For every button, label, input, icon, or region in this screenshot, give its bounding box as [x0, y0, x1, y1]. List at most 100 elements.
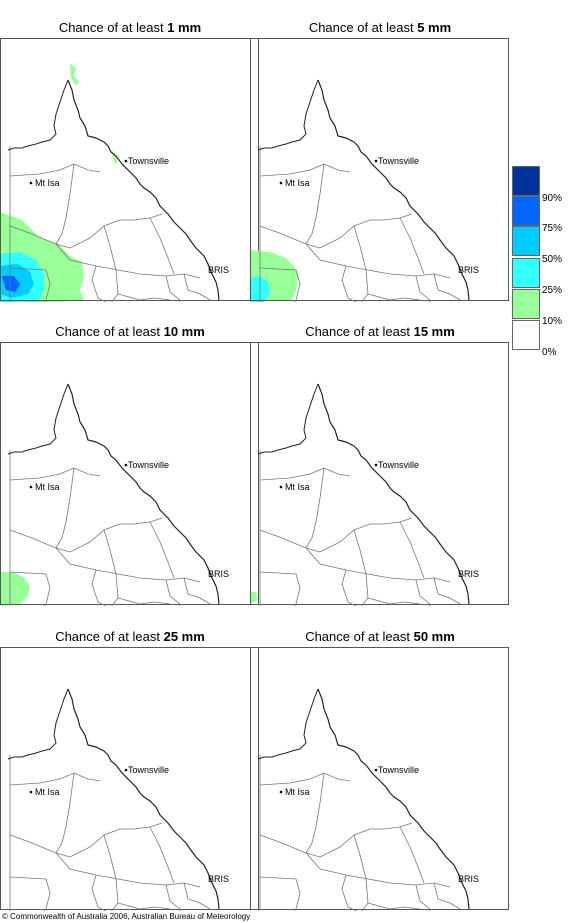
place-label-mt_isa: Mt Isa — [35, 178, 60, 188]
district-boundary — [55, 772, 75, 854]
coastline — [67, 383, 220, 605]
gulf-coastline — [257, 383, 319, 455]
legend-swatch-10 — [512, 289, 540, 319]
district-boundary — [91, 569, 119, 606]
place-label-brisbane: BRIS — [458, 569, 479, 579]
panel-title: Chance of at least 25 mm — [55, 629, 205, 644]
place-label-brisbane: BRIS — [208, 874, 229, 884]
district-boundary — [117, 293, 171, 301]
legend-label: 50% — [542, 254, 563, 265]
place-label-townsville: Townsville — [378, 765, 419, 775]
map-frame — [250, 647, 509, 910]
coastline — [317, 688, 470, 910]
district-boundary — [259, 523, 384, 553]
place-label-townsville: Townsville — [128, 765, 169, 775]
district-boundary — [259, 267, 301, 302]
district-boundary — [103, 529, 119, 599]
copyright-notice: © Commonwealth of Australia 2006, Austra… — [2, 912, 251, 921]
queensland-map: Townsville Mt Isa BRIS — [250, 342, 509, 606]
gulf-coastline — [7, 383, 69, 455]
district-boundary — [383, 517, 413, 525]
district-boundary — [9, 523, 134, 553]
legend-swatch-0 — [512, 320, 540, 350]
district-boundary — [9, 876, 51, 911]
district-boundary — [353, 834, 369, 904]
district-boundary — [9, 828, 134, 858]
district-boundary — [165, 579, 181, 606]
place-label-brisbane: BRIS — [208, 569, 229, 579]
legend-swatch-75 — [512, 196, 540, 226]
legend-label: 10% — [542, 316, 563, 327]
gulf-coastline — [257, 688, 319, 760]
legend-label: 25% — [542, 285, 563, 296]
shaded-area — [0, 572, 30, 606]
place-label-townsville: Townsville — [378, 156, 419, 166]
probability-shading — [0, 572, 30, 606]
place-label-brisbane: BRIS — [458, 874, 479, 884]
district-boundary — [341, 265, 369, 302]
place-marker — [279, 485, 283, 489]
place-marker — [124, 768, 128, 772]
district-boundary — [399, 217, 425, 275]
legend-swatch-90 — [512, 166, 540, 196]
district-boundary — [341, 569, 369, 606]
legend-swatch-25 — [512, 258, 540, 288]
probability-legend: 90% 75% 50% 25% 10% 0% — [512, 166, 570, 358]
legend-label: 75% — [542, 223, 563, 234]
district-boundary — [415, 275, 431, 302]
legend-label: 90% — [542, 193, 563, 204]
district-boundary — [353, 225, 369, 295]
district-boundary — [149, 217, 175, 275]
district-boundary — [383, 822, 413, 830]
panel-title: Chance of at least 15 mm — [305, 324, 455, 339]
probability-shading — [0, 64, 118, 302]
map-frame — [0, 647, 259, 910]
place-marker — [29, 181, 33, 185]
district-boundary — [305, 772, 325, 854]
district-boundary — [9, 467, 101, 481]
district-boundary — [305, 163, 325, 245]
district-boundary — [259, 163, 351, 177]
place-marker — [374, 768, 378, 772]
district-boundary — [259, 876, 301, 911]
gulf-coastline — [7, 688, 69, 760]
place-label-mt_isa: Mt Isa — [35, 482, 60, 492]
place-label-townsville: Townsville — [128, 460, 169, 470]
queensland-map: Townsville Mt Isa BRIS — [0, 38, 259, 302]
district-boundary — [367, 293, 421, 301]
district-boundary — [117, 597, 171, 605]
district-boundary — [399, 826, 425, 884]
district-boundary — [149, 826, 175, 884]
place-marker — [374, 463, 378, 467]
probability-map: Townsville Mt Isa BRIS — [0, 38, 260, 302]
coastline — [317, 79, 470, 301]
gulf-coastline — [257, 79, 319, 151]
district-boundary — [415, 884, 431, 911]
district-boundary — [55, 852, 201, 888]
probability-shading — [250, 250, 298, 302]
panel-title: Chance of at least 5 mm — [308, 20, 452, 35]
district-boundary — [353, 529, 369, 599]
probability-shading — [250, 592, 258, 604]
district-boundary — [55, 163, 75, 245]
district-boundary — [9, 219, 134, 249]
district-boundary — [305, 547, 451, 583]
panel-title: Chance of at least 50 mm — [305, 629, 455, 644]
district-boundary — [133, 213, 163, 221]
district-boundary — [367, 597, 421, 605]
district-boundary — [259, 772, 351, 786]
place-label-townsville: Townsville — [378, 460, 419, 470]
district-boundary — [383, 213, 413, 221]
place-label-mt_isa: Mt Isa — [285, 482, 310, 492]
district-boundary — [9, 772, 101, 786]
district-boundary — [9, 267, 51, 302]
shaded-area — [70, 64, 79, 86]
district-boundary — [399, 521, 425, 579]
coastline — [317, 383, 470, 605]
district-boundary — [305, 467, 325, 549]
district-boundary — [259, 467, 351, 481]
district-boundary — [103, 834, 119, 904]
district-boundary — [103, 225, 119, 295]
district-boundary — [433, 273, 461, 301]
place-label-mt_isa: Mt Isa — [285, 787, 310, 797]
